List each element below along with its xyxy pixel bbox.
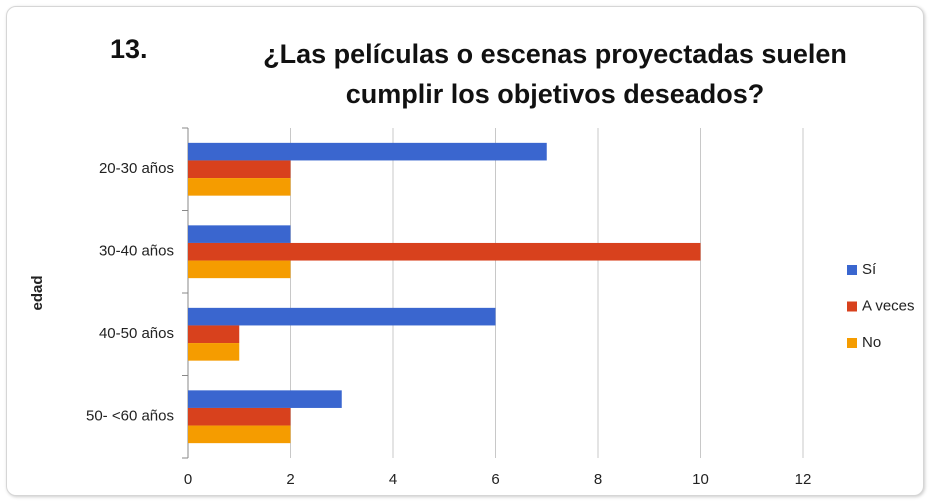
y-tick-label: 40-50 años [99, 325, 174, 342]
legend-label: Sí [862, 261, 877, 278]
bar [188, 390, 342, 408]
x-tick-label: 2 [286, 471, 294, 488]
chart-title: ¿Las películas o escenas proyectadas sue… [263, 39, 847, 109]
bar [188, 343, 240, 361]
y-tick-label: 30-40 años [99, 243, 174, 260]
x-tick-label: 10 [692, 471, 709, 488]
legend-swatch [847, 265, 857, 275]
x-tick-label: 6 [491, 471, 499, 488]
bar [188, 325, 240, 344]
legend-swatch [847, 338, 857, 348]
bar [188, 178, 291, 196]
bar [188, 142, 547, 161]
legend-label: No [862, 334, 881, 351]
bar [188, 225, 291, 243]
bar [188, 307, 496, 326]
bar [188, 407, 291, 426]
x-tick-label: 4 [389, 471, 397, 488]
y-tick-label: 20-30 años [99, 160, 174, 177]
x-tick-label: 8 [594, 471, 602, 488]
bar [188, 160, 291, 179]
legend-swatch [847, 301, 857, 312]
x-tick-label: 0 [184, 471, 192, 488]
bar [188, 242, 701, 261]
y-axis-label: edad [29, 275, 46, 310]
bar [188, 260, 291, 279]
bar [188, 425, 291, 444]
chart-number: 13. [110, 34, 148, 64]
x-tick-label: 12 [795, 471, 812, 488]
y-tick-label: 50- <60 años [86, 408, 174, 425]
legend-label: A veces [862, 297, 915, 314]
